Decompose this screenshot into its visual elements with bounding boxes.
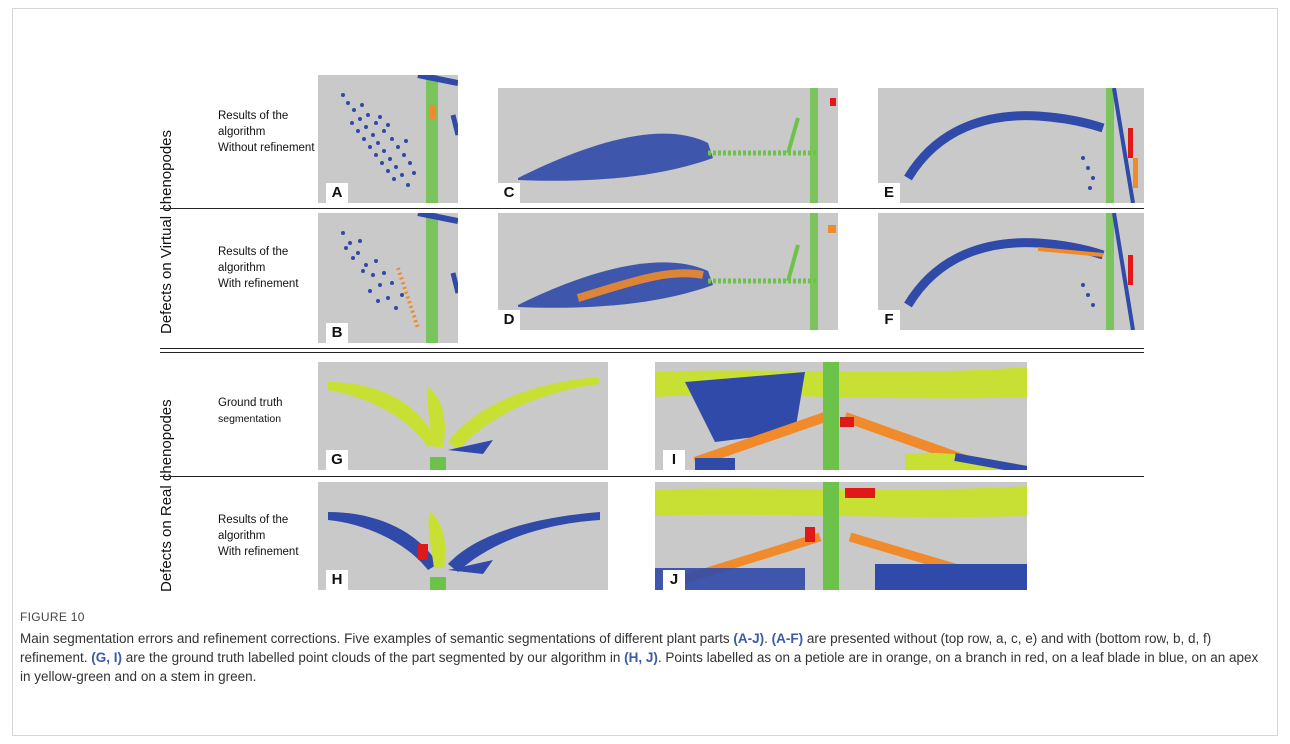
panel-label-j: J bbox=[663, 570, 685, 590]
point-cloud-a bbox=[341, 75, 458, 203]
figure-caption: FIGURE 10 Main segmentation errors and r… bbox=[20, 608, 1260, 686]
figure-image: Defects on Virtual chenopodes Defects on… bbox=[158, 75, 1144, 592]
point-cloud-g bbox=[328, 377, 600, 470]
panel-c: C bbox=[498, 88, 838, 203]
panel-j: J bbox=[655, 482, 1027, 590]
row-text-3: Ground truth segmentation bbox=[218, 397, 283, 425]
row-text-1: Results of the algorithm Without refinem… bbox=[218, 110, 315, 154]
panel-label-f: F bbox=[878, 310, 900, 330]
panel-label-g: G bbox=[326, 450, 348, 470]
separator-line bbox=[160, 208, 1144, 209]
point-cloud-d bbox=[518, 213, 836, 330]
panel-label-e: E bbox=[878, 183, 900, 203]
point-cloud-e bbox=[904, 88, 1138, 203]
side-label-virtual: Defects on Virtual chenopodes bbox=[158, 129, 175, 334]
separator-line bbox=[160, 352, 1144, 353]
panel-b: B bbox=[318, 213, 458, 343]
panel-f: F bbox=[878, 213, 1144, 330]
panel-a: A bbox=[318, 75, 458, 203]
point-cloud-f bbox=[904, 213, 1135, 330]
point-cloud-b bbox=[341, 213, 458, 343]
row-text-4: Results of the algorithm With refinement bbox=[218, 514, 299, 558]
separator-line bbox=[160, 476, 1144, 477]
panel-label-d: D bbox=[498, 310, 520, 330]
point-cloud-j bbox=[655, 482, 1027, 590]
figure-title: FIGURE 10 bbox=[20, 610, 85, 624]
separator-line bbox=[160, 348, 1144, 349]
point-cloud-h bbox=[328, 512, 600, 590]
panel-label-a: A bbox=[326, 183, 348, 203]
panel-g: G bbox=[318, 362, 608, 470]
panel-label-h: H bbox=[326, 570, 348, 590]
panel-e: E bbox=[878, 88, 1144, 203]
figure-frame bbox=[12, 8, 1278, 736]
panel-h: H bbox=[318, 482, 608, 590]
row-text-2: Results of the algorithm With refinement bbox=[218, 246, 299, 290]
panel-i: I bbox=[655, 362, 1027, 470]
side-label-real: Defects on Real chenopodes bbox=[158, 399, 175, 592]
point-cloud-i bbox=[655, 362, 1027, 470]
point-cloud-c bbox=[518, 88, 836, 203]
panel-label-b: B bbox=[326, 323, 348, 343]
panel-d: D bbox=[498, 213, 838, 330]
caption-text: Main segmentation errors and refinement … bbox=[20, 631, 1259, 684]
panel-label-c: C bbox=[498, 183, 520, 203]
panel-label-i: I bbox=[663, 450, 685, 470]
